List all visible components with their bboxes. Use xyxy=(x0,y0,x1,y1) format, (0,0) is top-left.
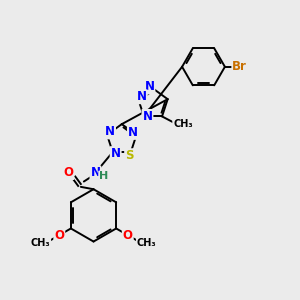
Text: N: N xyxy=(142,110,152,123)
Text: N: N xyxy=(90,167,100,179)
Text: O: O xyxy=(63,166,74,179)
Text: N: N xyxy=(111,147,121,160)
Text: O: O xyxy=(54,229,64,242)
Text: S: S xyxy=(125,149,134,162)
Text: CH₃: CH₃ xyxy=(173,118,193,129)
Text: O: O xyxy=(123,229,133,242)
Text: CH₃: CH₃ xyxy=(31,238,50,248)
Text: CH₃: CH₃ xyxy=(137,238,156,248)
Text: N: N xyxy=(137,90,147,103)
Text: N: N xyxy=(144,80,154,94)
Text: N: N xyxy=(128,126,138,139)
Text: Br: Br xyxy=(232,60,247,73)
Text: N: N xyxy=(105,125,115,138)
Text: H: H xyxy=(99,172,108,182)
